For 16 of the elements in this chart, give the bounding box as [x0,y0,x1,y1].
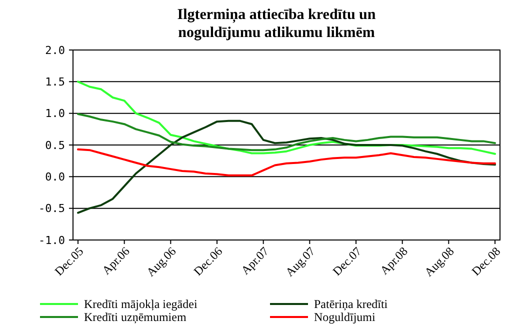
y-tick-label: 1.5 [45,76,65,89]
y-tick-label: 0.5 [45,138,65,152]
line-series [77,112,496,152]
legend-label: Kredīti mājokļa iegādei [84,297,198,312]
y-tick-label: -1.0 [38,234,65,247]
y-tick-label: -0.5 [38,202,65,216]
legend-label: Patēriņa kredīti [314,297,388,312]
line-series [77,80,496,155]
chart-title: Ilgtermiņa attiecība kredītu un noguldījumu atlikumu likmēm [177,7,376,41]
legend-label: Noguldījumi [314,310,376,324]
y-tick-label: 2.0 [45,44,65,57]
y-tick-label: 1.0 [45,107,65,120]
line-series [77,120,496,214]
legend-label: Kredīti uzņēmumiem [84,310,187,324]
line-series [77,148,496,176]
y-tick-label: 0.0 [45,170,65,184]
